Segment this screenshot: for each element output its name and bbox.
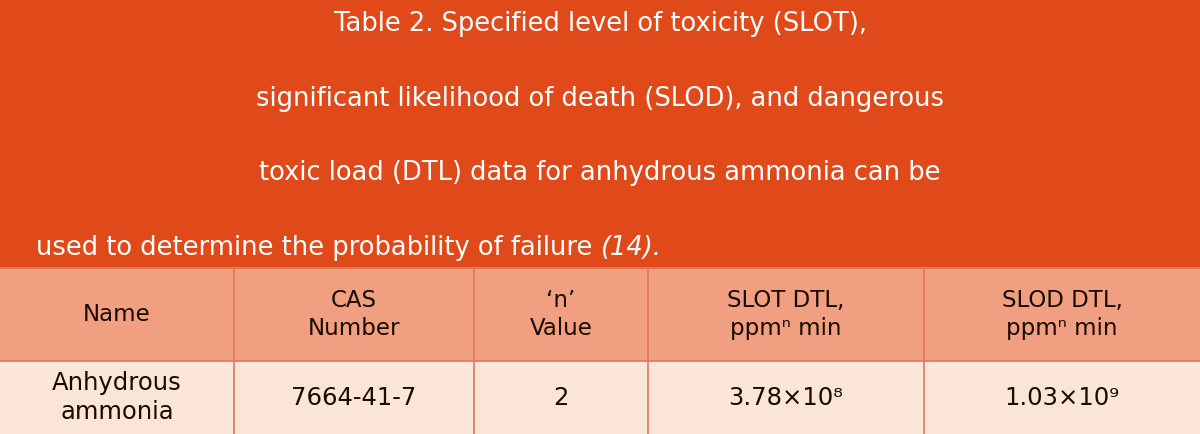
Text: 1.03×10⁹: 1.03×10⁹ xyxy=(1004,385,1120,410)
Text: toxic load (DTL) data for anhydrous ammonia can be: toxic load (DTL) data for anhydrous ammo… xyxy=(259,161,941,187)
Text: used to determine the probability of failure: used to determine the probability of fai… xyxy=(36,235,600,261)
Text: 7664-41-7: 7664-41-7 xyxy=(292,385,416,410)
Text: CAS
Number: CAS Number xyxy=(307,289,401,340)
Text: Table 2. Specified level of toxicity (SLOT),: Table 2. Specified level of toxicity (SL… xyxy=(334,11,866,37)
Bar xyxy=(0,361,1200,434)
Bar xyxy=(0,0,1200,268)
Text: ‘n’
Value: ‘n’ Value xyxy=(529,289,593,340)
Text: SLOD DTL,
ppmⁿ min: SLOD DTL, ppmⁿ min xyxy=(1002,289,1122,340)
Text: (14).: (14). xyxy=(600,235,661,261)
Bar xyxy=(0,268,1200,361)
Text: Anhydrous
ammonia: Anhydrous ammonia xyxy=(52,371,182,424)
Text: Name: Name xyxy=(83,303,151,326)
Text: 2: 2 xyxy=(553,385,569,410)
Text: significant likelihood of death (SLOD), and dangerous: significant likelihood of death (SLOD), … xyxy=(256,85,944,112)
Text: SLOT DTL,
ppmⁿ min: SLOT DTL, ppmⁿ min xyxy=(727,289,845,340)
Text: 3.78×10⁸: 3.78×10⁸ xyxy=(728,385,844,410)
